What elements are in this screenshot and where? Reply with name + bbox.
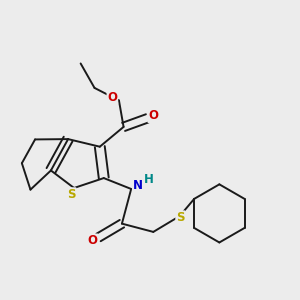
Text: S: S — [176, 211, 184, 224]
Text: N: N — [133, 179, 143, 192]
Text: O: O — [88, 234, 98, 247]
Text: O: O — [107, 91, 117, 104]
Text: S: S — [67, 188, 76, 201]
Text: H: H — [144, 172, 154, 186]
Text: O: O — [148, 109, 158, 122]
